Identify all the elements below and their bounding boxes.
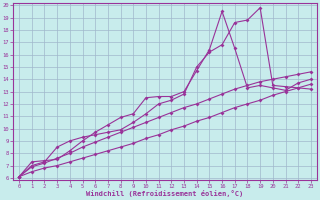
X-axis label: Windchill (Refroidissement éolien,°C): Windchill (Refroidissement éolien,°C) [86, 190, 244, 197]
